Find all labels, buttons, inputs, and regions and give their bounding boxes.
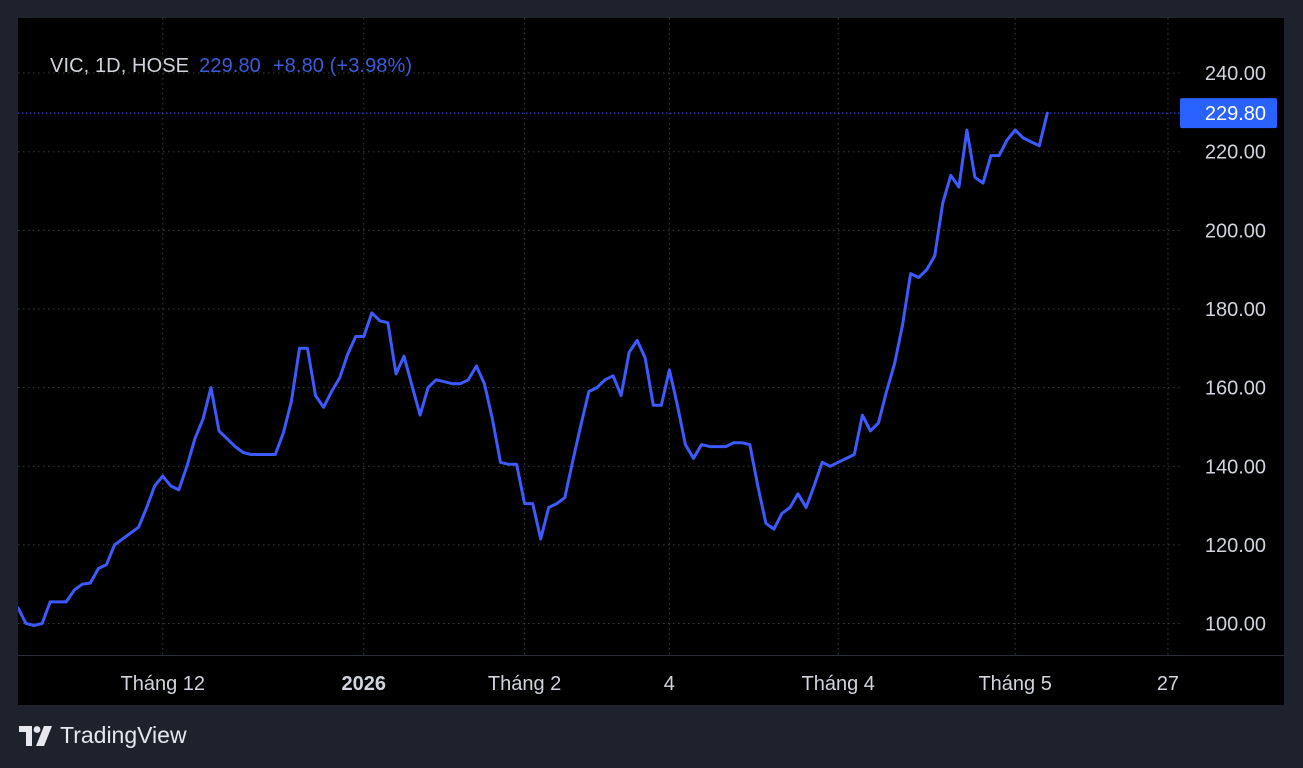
tradingview-brand[interactable]: TradingView — [18, 722, 187, 749]
x-tick-label: 27 — [1157, 673, 1179, 695]
last-price-value: 229.80 — [199, 55, 261, 77]
x-tick-label: Tháng 4 — [802, 673, 875, 695]
tradingview-logo-icon — [19, 725, 52, 746]
chart-panel[interactable]: 100.00 120.00 140.00 160.00 180.00 200.00 220.… — [18, 18, 1284, 705]
price-line-chart[interactable]: 100.00 120.00 140.00 160.00 180.00 200.00 220.… — [18, 18, 1284, 705]
last-price-label-box — [1180, 98, 1277, 129]
symbol-info: VIC, 1D, HOSE — [50, 55, 190, 77]
x-tick-label: Tháng 5 — [978, 673, 1051, 695]
price-change: +8.80 (+3.98%) — [272, 55, 413, 77]
y-tick-label: 100.00 — [1205, 614, 1266, 636]
time-axis[interactable]: Tháng 12 2026 Tháng 2 4 Tháng 4 Tháng 5 27 — [18, 655, 1284, 696]
y-tick-label: 140.00 — [1205, 456, 1266, 478]
symbol-legend: VIC, 1D, HOSE 229.80 +8.80 (+3.98%) — [50, 55, 412, 78]
y-tick-label: 220.00 — [1205, 142, 1266, 164]
x-tick-label: 4 — [664, 673, 675, 695]
price-series-line — [18, 111, 1049, 627]
y-tick-label: 240.00 — [1205, 63, 1266, 85]
x-tick-label: Tháng 12 — [120, 673, 205, 695]
y-tick-label: 120.00 — [1205, 535, 1266, 557]
x-tick-label: 2026 — [342, 673, 387, 695]
series-layer — [18, 111, 1049, 627]
y-tick-label: 200.00 — [1205, 220, 1266, 242]
brand-name: TradingView — [60, 722, 187, 748]
y-tick-label: 180.00 — [1205, 299, 1266, 321]
x-tick-label: Tháng 2 — [488, 673, 561, 695]
y-tick-label: 160.00 — [1205, 378, 1266, 400]
last-price-label: 229.80 — [1205, 103, 1266, 125]
price-axis[interactable]: 100.00 120.00 140.00 160.00 180.00 200.00 220.… — [1180, 63, 1277, 636]
